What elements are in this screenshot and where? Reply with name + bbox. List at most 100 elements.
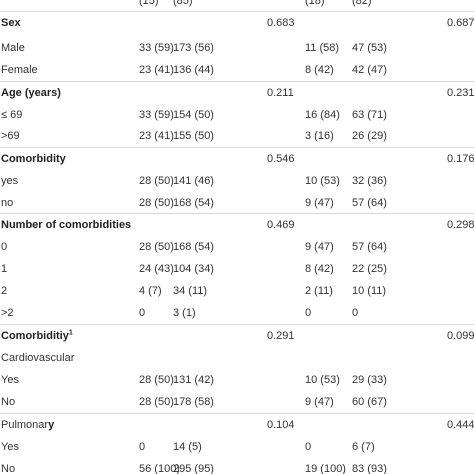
- table-cell: 168 (54): [173, 197, 214, 209]
- p-value-cell: 0.546: [267, 153, 295, 165]
- table-row: Male 33 (59) 173 (56) 11 (58) 47 (53): [0, 37, 474, 59]
- table-cell: 0: [305, 307, 312, 319]
- table-row: No 28 (50) 178 (58) 9 (47) 60 (67): [0, 391, 474, 413]
- p-value-cell: 0.469: [267, 219, 295, 231]
- table-section-row: Age (years) 0.211 0.231: [0, 81, 474, 104]
- section-label: Sex: [1, 17, 21, 29]
- table-row: Female 23 (41) 136 (44) 8 (42) 42 (47): [0, 59, 474, 81]
- row-label: Male: [1, 42, 25, 54]
- table-cell: 16 (84): [305, 109, 340, 121]
- table-cell: 10 (53): [305, 175, 340, 187]
- table-cell: 0: [139, 307, 146, 319]
- table-row: no 28 (50) 168 (54) 9 (47) 57 (64): [0, 192, 474, 214]
- table-cell: 0: [352, 307, 359, 319]
- table-row: 0 28 (50) 168 (54) 9 (47) 57 (64): [0, 236, 474, 258]
- p-value-cell: 0.231: [447, 87, 474, 99]
- table-cell: 3 (1): [173, 307, 196, 319]
- table-cell: 33 (59): [139, 42, 174, 54]
- section-label: Age (years): [1, 87, 61, 99]
- row-label: 2: [1, 285, 8, 297]
- table-cell: 42 (47): [352, 64, 387, 76]
- row-label: >2: [1, 307, 14, 319]
- table-cell: 0: [305, 441, 312, 453]
- table-cell: 83 (93): [352, 463, 387, 474]
- table-cell: 141 (46): [173, 175, 214, 187]
- row-label: >69: [1, 130, 20, 142]
- table-cell: 26 (29): [352, 130, 387, 142]
- p-value-cell: 0.444: [447, 419, 474, 431]
- row-label: Yes: [1, 441, 19, 453]
- table-section-row: Comorbiditiy1 0.291 0.099: [0, 324, 474, 347]
- p-value-cell: 0.176: [447, 153, 474, 165]
- p-value-cell: 0.291: [267, 330, 295, 342]
- table-cell: 29 (33): [352, 374, 387, 386]
- p-value-cell: 0.298: [447, 219, 474, 231]
- table-row: yes 28 (50) 141 (46) 10 (53) 32 (36): [0, 170, 474, 192]
- table-cell: 23 (41): [139, 64, 174, 76]
- row-label: Cardiovascular: [1, 352, 75, 364]
- section-label: Pulmonary: [1, 419, 55, 431]
- table-cell: 63 (71): [352, 109, 387, 121]
- table-cell: 28 (50): [139, 175, 174, 187]
- table-cell: 33 (59): [139, 109, 174, 121]
- table-cell: 3 (16): [305, 130, 334, 142]
- table-cell: 60 (67): [352, 396, 387, 408]
- table-row: 2 4 (7) 34 (11) 2 (11) 10 (11): [0, 280, 474, 302]
- table-cell: 168 (54): [173, 241, 214, 253]
- table-cell: 28 (50): [139, 241, 174, 253]
- row-label: no: [1, 197, 14, 209]
- table-cell: 104 (34): [173, 263, 214, 275]
- table-cell: 154 (50): [173, 109, 214, 121]
- table-cell: 14 (5): [173, 441, 202, 453]
- row-label: No: [1, 396, 16, 408]
- row-label: Yes: [1, 374, 19, 386]
- table-row: Cardiovascular: [0, 347, 474, 369]
- table-cell: 32 (36): [352, 175, 387, 187]
- table-cell: 57 (64): [352, 241, 387, 253]
- header-cell: (85): [173, 0, 193, 7]
- table-row: 1 24 (43) 104 (34) 8 (42) 22 (25): [0, 258, 474, 280]
- table-row: >2 0 3 (1) 0 0: [0, 302, 474, 324]
- table-row: >69 23 (41) 155 (50) 3 (16) 26 (29): [0, 125, 474, 147]
- table-cell: 9 (47): [305, 396, 334, 408]
- table-cell: 8 (42): [305, 263, 334, 275]
- table-cell: 11 (58): [305, 42, 340, 54]
- row-label: 1: [1, 263, 8, 275]
- p-value-cell: 0.211: [267, 87, 294, 99]
- table-header-row: (15) (85) (18) (82): [0, 0, 474, 12]
- table-cell: 23 (41): [139, 130, 174, 142]
- table-cell: 10 (11): [352, 285, 387, 297]
- row-label: No: [1, 463, 16, 474]
- p-value-cell: 0.104: [267, 419, 295, 431]
- table-cell: 173 (56): [173, 42, 214, 54]
- row-label: Female: [1, 64, 38, 76]
- table-cell: 24 (43): [139, 263, 174, 275]
- table-cell: 28 (50): [139, 197, 174, 209]
- table-cell: 28 (50): [139, 374, 174, 386]
- table-section-row: Sex 0.683 0.687: [0, 11, 474, 34]
- table-row: ≤ 69 33 (59) 154 (50) 16 (84) 63 (71): [0, 104, 474, 126]
- table-cell: 57 (64): [352, 197, 387, 209]
- table-cell: 8 (42): [305, 64, 334, 76]
- table-cell: 4 (7): [139, 285, 162, 297]
- section-label: Number of comorbidities: [1, 219, 132, 231]
- table-cell: 6 (7): [352, 441, 375, 453]
- table-cell: 295 (95): [173, 463, 214, 474]
- row-label: ≤ 69: [1, 109, 23, 121]
- footnote-marker: 1: [68, 329, 73, 337]
- table-section-row: Comorbidity 0.546 0.176: [0, 147, 474, 170]
- table-cell: 28 (50): [139, 396, 174, 408]
- section-label: Comorbiditiy1: [1, 329, 73, 342]
- table-cell: 178 (58): [173, 396, 214, 408]
- table-cell: 47 (53): [352, 42, 387, 54]
- section-label-bold-part: y: [48, 419, 55, 431]
- table-cell: 9 (47): [305, 197, 334, 209]
- table-cell: 10 (53): [305, 374, 340, 386]
- table-cell: 136 (44): [173, 64, 214, 76]
- table-cell: 131 (42): [173, 374, 214, 386]
- table-cell: 9 (47): [305, 241, 334, 253]
- header-cell: (18): [305, 0, 325, 7]
- p-value-cell: 0.683: [267, 17, 295, 29]
- table-row: Yes 28 (50) 131 (42) 10 (53) 29 (33): [0, 369, 474, 391]
